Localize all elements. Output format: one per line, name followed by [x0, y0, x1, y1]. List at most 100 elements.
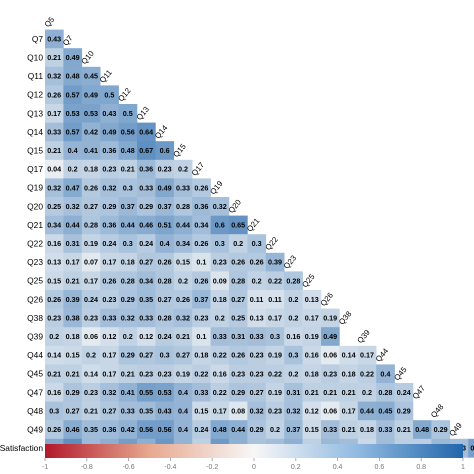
cell-value-label: 0.14 — [84, 369, 98, 378]
cell-Q19-Q14 — [155, 178, 175, 198]
cell-value-label: 0.17 — [102, 369, 116, 378]
cell-value-label: 0.32 — [121, 314, 135, 323]
cell-value-label: 0.27 — [84, 202, 98, 211]
cell-Q45-Q13 — [137, 364, 156, 384]
cell-value-label: 0.28 — [158, 276, 172, 285]
cell-value-label: 0.27 — [102, 407, 116, 416]
cell-Q45-Q22 — [265, 364, 285, 384]
cell-value-label: 0.29 — [121, 295, 135, 304]
cell-Q26-Q7 — [63, 290, 83, 309]
cell-value-label: 0.53 — [158, 388, 172, 397]
cell-value-label: 0.11 — [250, 295, 264, 304]
cell-Q20-Q12 — [118, 197, 138, 216]
cell-value-label: 0.57 — [66, 90, 80, 99]
cell-Q21-Q15 — [173, 215, 193, 235]
cell-Q49-Q39 — [357, 420, 377, 440]
cell-value-label: 0.37 — [286, 425, 300, 434]
cell-Q38-Q20 — [229, 308, 248, 328]
cell-value-label: 0.19 — [268, 388, 282, 397]
cell-value-label: 0.23 — [323, 369, 337, 378]
cell-Q48-Q38 — [339, 401, 359, 421]
cell-value-label: 0.37 — [158, 202, 172, 211]
cell-Q25-Q14 — [155, 271, 175, 291]
cell-value-label: 0.23 — [158, 165, 172, 174]
cell-value-label: 0.06 — [323, 351, 337, 360]
cell-Q19-Q15 — [173, 178, 193, 198]
cell-Q23-Q5 — [45, 252, 64, 272]
cell-Q48-Q11 — [100, 401, 119, 421]
cell-Q47-Q19 — [210, 383, 230, 402]
cell-value-label: 0.24 — [102, 239, 116, 248]
cell-value-label: 0.4 — [178, 407, 188, 416]
cell-Q15-Q14 — [155, 141, 175, 161]
cell-value-label: 0.16 — [47, 388, 61, 397]
colorbar-tick-label: 1 — [461, 464, 465, 471]
colorbar-tick-label: -1 — [42, 464, 48, 471]
cell-value-label: 0.33 — [176, 183, 190, 192]
cell-Q44-Q21 — [247, 345, 267, 365]
cell-Q47-Q39 — [357, 383, 377, 402]
cell-value-label: 0.32 — [47, 183, 61, 192]
cell-Q14-Q5 — [45, 122, 64, 142]
cell-value-label: 0.33 — [139, 314, 153, 323]
cell-value-label: 0.39 — [66, 295, 80, 304]
cell-value-label: 0.48 — [213, 425, 227, 434]
cell-value-label: 0.2 — [288, 314, 298, 323]
cell-Q49-Q7 — [63, 420, 83, 440]
cell-value-label: 0.3 — [160, 351, 170, 360]
cell-Q12-Q5 — [45, 85, 64, 105]
cell-value-label: 0.43 — [158, 407, 172, 416]
colorbar-tick-label: -0.4 — [164, 464, 176, 471]
cell-Q38-Q19 — [210, 308, 230, 328]
row-label-Q23: Q23 — [27, 257, 43, 267]
cell-Q39-Q11 — [100, 327, 119, 347]
cell-Q21-Q17 — [192, 215, 211, 235]
cell-value-label: 0.49 — [158, 183, 172, 192]
cell-Q47-Q11 — [100, 383, 119, 402]
cell-value-label: 0.29 — [102, 202, 116, 211]
cell-Q26-Q5 — [45, 290, 64, 309]
cell-value-label: 0.27 — [250, 388, 264, 397]
cell-value-label: 0.56 — [121, 128, 135, 137]
cell-value-label: 0.44 — [231, 425, 245, 434]
cell-Q13-Q10 — [81, 104, 101, 123]
cell-Q47-Q21 — [247, 383, 267, 402]
cell-value-label: 0.23 — [102, 295, 116, 304]
cell-value-label: 0.23 — [102, 165, 116, 174]
cell-Q38-Q14 — [155, 308, 175, 328]
cell-value-label: 0.3 — [288, 351, 298, 360]
cell-value-label: 0.26 — [194, 239, 208, 248]
cell-value-label: 0.27 — [176, 351, 190, 360]
cell-value-label: 0.2 — [178, 165, 188, 174]
cell-value-label: 0.3 — [252, 239, 262, 248]
cell-Q48-Q21 — [247, 401, 267, 421]
cell-Q17-Q15 — [173, 159, 193, 179]
cell-Q23-Q12 — [118, 252, 138, 272]
cell-value-label: 0.22 — [213, 388, 227, 397]
cell-Q48-Q23 — [284, 401, 303, 421]
cell-Q44-Q11 — [100, 345, 119, 365]
cell-Q20-Q15 — [173, 197, 193, 216]
cell-value-label: 0.36 — [102, 221, 116, 230]
cell-value-label: 0.21 — [47, 369, 61, 378]
cell-Q38-Q7 — [63, 308, 83, 328]
cell-Q38-Q26 — [321, 308, 340, 328]
cell-Q49-Q45 — [394, 420, 414, 440]
cell-Q44-Q13 — [137, 345, 156, 365]
cell-Q25-Q17 — [192, 271, 211, 291]
cell-Q45-Q17 — [192, 364, 211, 384]
cell-Q15-Q11 — [100, 141, 119, 161]
cell-Q22-Q21 — [247, 234, 267, 254]
cell-value-label: 0.26 — [194, 276, 208, 285]
cell-Q49-Q13 — [137, 420, 156, 440]
cell-value-label: 0.15 — [194, 407, 208, 416]
cell-value-label: 0.36 — [102, 425, 116, 434]
cell-Q39-Q20 — [229, 327, 248, 347]
row-label-Q17: Q17 — [27, 164, 43, 174]
cell-Q49-Q5 — [45, 420, 64, 440]
cell-value-label: 0.32 — [66, 202, 80, 211]
cell-value-label: 0.4 — [178, 388, 188, 397]
cell-value-label: 0.51 — [158, 221, 172, 230]
cell-Q14-Q13 — [137, 122, 156, 142]
cell-value-label: 0.21 — [323, 388, 337, 397]
